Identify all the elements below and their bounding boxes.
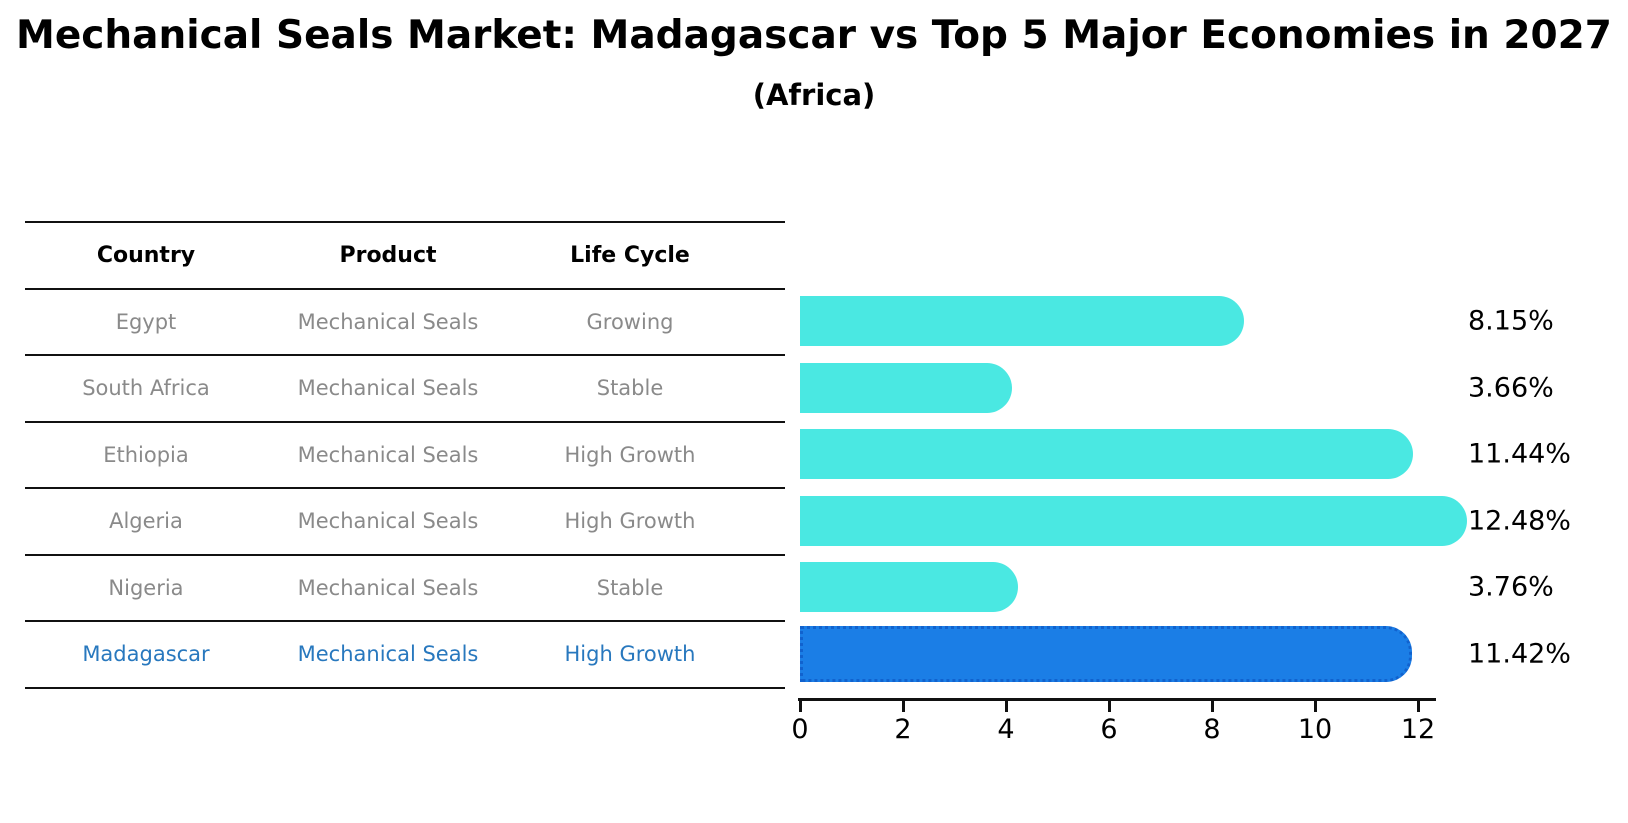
comparison-table: Country Product Life Cycle Egypt Mechani…: [25, 221, 785, 689]
table-row-south-africa: South Africa Mechanical Seals Stable: [25, 356, 785, 423]
bar-ethiopia: [800, 429, 1414, 479]
x-tick-mark: [1313, 701, 1317, 712]
x-tick-mark: [901, 701, 905, 712]
cell-country: Madagascar: [82, 642, 210, 667]
header-cell-country: Country: [96, 242, 196, 268]
table-row-egypt: Egypt Mechanical Seals Growing: [25, 290, 785, 356]
x-tick-mark: [798, 701, 802, 712]
cell-life-cycle: Stable: [596, 376, 664, 401]
bar-nigeria: [800, 562, 1018, 612]
x-tick-mark: [1210, 701, 1214, 712]
x-axis-line: [798, 698, 1436, 701]
x-tick-mark: [1416, 701, 1420, 712]
cell-product: Mechanical Seals: [297, 442, 479, 467]
cell-country: Nigeria: [108, 575, 184, 600]
cell-country: Egypt: [115, 309, 177, 334]
cell-life-cycle: High Growth: [564, 442, 696, 467]
page-title: Mechanical Seals Market: Madagascar vs T…: [16, 13, 1612, 58]
table-row-algeria: Algeria Mechanical Seals High Growth: [25, 489, 785, 556]
value-label-south-africa: 3.66%: [1468, 372, 1554, 403]
table-row-madagascar: Madagascar Mechanical Seals High Growth: [25, 622, 785, 689]
bar-algeria: [800, 495, 1467, 546]
page-subtitle: (Africa): [752, 78, 876, 112]
cell-product: Mechanical Seals: [297, 309, 479, 334]
x-tick-label: 4: [997, 714, 1015, 745]
cell-life-cycle: High Growth: [564, 509, 696, 534]
cell-life-cycle: High Growth: [564, 642, 696, 667]
x-tick-label: 8: [1203, 714, 1221, 745]
cell-country: Algeria: [109, 509, 183, 534]
cell-product: Mechanical Seals: [297, 376, 479, 401]
value-label-algeria: 12.48%: [1468, 505, 1571, 536]
cell-product: Mechanical Seals: [297, 575, 479, 600]
table-row-nigeria: Nigeria Mechanical Seals Stable: [25, 556, 785, 622]
x-tick-label: 12: [1400, 714, 1436, 745]
value-label-ethiopia: 11.44%: [1468, 438, 1571, 470]
value-label-madagascar: 11.42%: [1468, 638, 1571, 669]
table-header-row: Country Product Life Cycle: [25, 223, 785, 290]
header-cell-product: Product: [339, 242, 437, 268]
x-tick-label: 2: [894, 714, 912, 745]
x-tick-mark: [1107, 701, 1111, 712]
table-row-ethiopia: Ethiopia Mechanical Seals High Growth: [25, 423, 785, 489]
cell-life-cycle: Growing: [586, 309, 674, 334]
x-tick-label: 0: [791, 714, 809, 745]
cell-product: Mechanical Seals: [297, 509, 479, 534]
cell-country: South Africa: [82, 376, 210, 401]
x-tick-mark: [1004, 701, 1008, 712]
value-label-nigeria: 3.76%: [1468, 571, 1554, 603]
cell-country: Ethiopia: [103, 442, 189, 467]
x-tick-label: 10: [1297, 714, 1333, 745]
bar-madagascar: [800, 625, 1413, 682]
header-cell-life-cycle: Life Cycle: [570, 242, 690, 268]
value-label-egypt: 8.15%: [1468, 305, 1554, 337]
cell-product: Mechanical Seals: [297, 642, 479, 667]
bar-south-africa: [800, 362, 1013, 413]
x-tick-label: 6: [1100, 714, 1118, 745]
cell-life-cycle: Stable: [596, 575, 664, 600]
bar-egypt: [800, 296, 1244, 346]
